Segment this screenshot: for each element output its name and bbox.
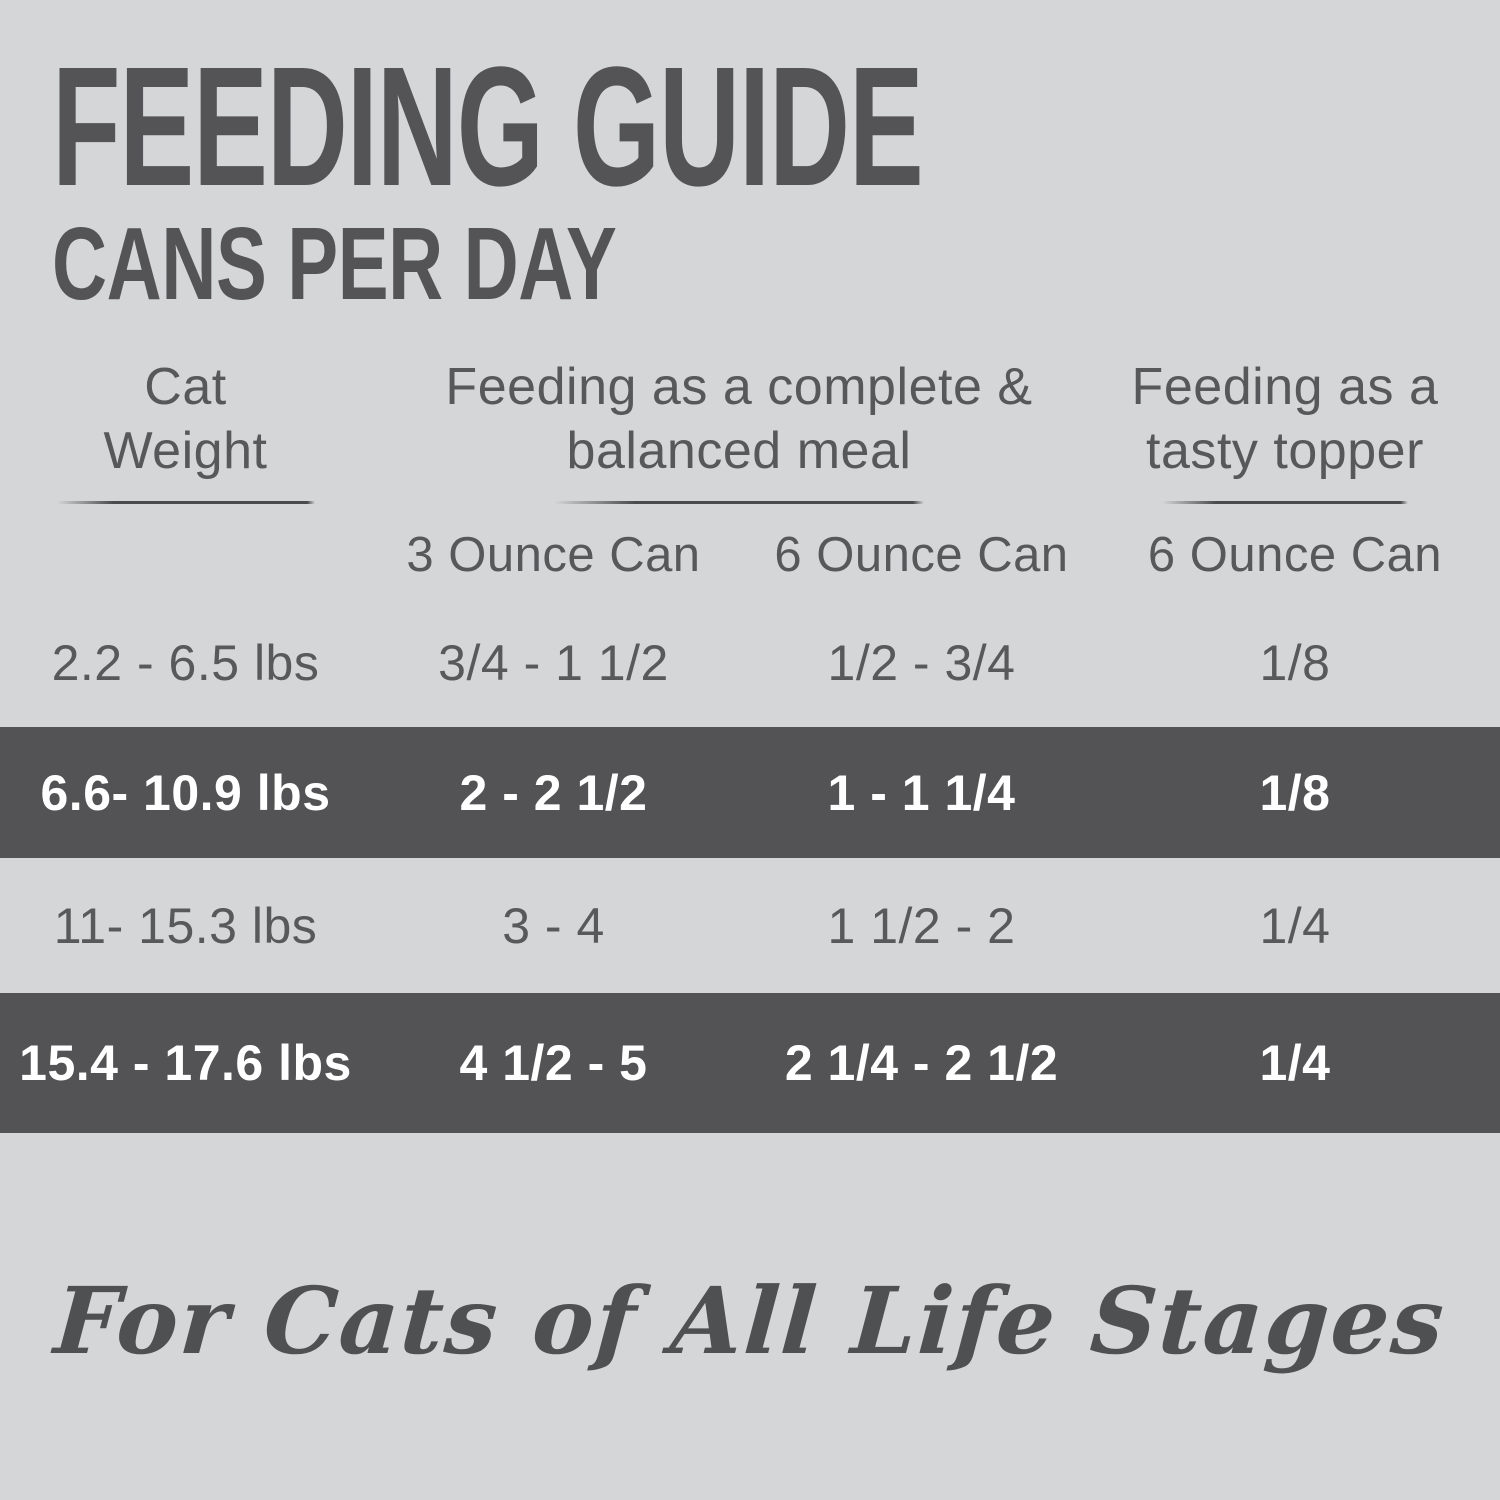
table-row: 11- 15.3 lbs 3 - 4 1 1/2 - 2 1/4 xyxy=(0,858,1500,993)
cell-6oz-cans-meal: 1 - 1 1/4 xyxy=(827,764,1016,821)
cell-cat-weight: 6.6- 10.9 lbs xyxy=(40,764,331,821)
cell-cat-weight: 11- 15.3 lbs xyxy=(53,897,318,954)
column-group-tasty-topper: Feeding as a tasty topper xyxy=(1090,355,1480,504)
cell-3oz-cans: 3/4 - 1 1/2 xyxy=(438,634,669,691)
can-size-header-row: 3 Ounce Can 6 Ounce Can 6 Ounce Can xyxy=(0,528,1500,582)
header-underline xyxy=(1162,501,1408,504)
cell-6oz-cans-topper: 1/4 xyxy=(1259,1035,1331,1091)
column-group-label-line: tasty topper xyxy=(1146,422,1424,480)
header-underline xyxy=(56,501,315,504)
table-row-highlighted: 15.4 - 17.6 lbs 4 1/2 - 5 2 1/4 - 2 1/2 … xyxy=(0,993,1500,1133)
column-group-complete-meal: Feeding as a complete & balanced meal xyxy=(371,355,1107,504)
column-group-label-line: Feeding as a complete & xyxy=(445,358,1033,416)
table-row: 2.2 - 6.5 lbs 3/4 - 1 1/2 1/2 - 3/4 1/8 xyxy=(0,598,1500,727)
column-group-label-line: Weight xyxy=(103,422,268,480)
cell-6oz-cans-meal: 1 1/2 - 2 xyxy=(827,897,1016,954)
column-group-label-line: Cat xyxy=(144,358,227,416)
cell-6oz-cans-meal: 1/2 - 3/4 xyxy=(827,634,1016,691)
page-subtitle: CANS PER DAY xyxy=(52,206,617,321)
cell-6oz-cans-meal: 2 1/4 - 2 1/2 xyxy=(784,1035,1059,1091)
column-group-label-line: Feeding as a xyxy=(1131,358,1439,416)
cell-3oz-cans: 4 1/2 - 5 xyxy=(459,1035,648,1091)
column-group-label-line: balanced meal xyxy=(566,422,912,480)
subheader-6oz-can-topper: 6 Ounce Can xyxy=(1147,528,1443,582)
page-title: FEEDING GUIDE xyxy=(52,32,924,222)
cell-3oz-cans: 3 - 4 xyxy=(502,897,605,954)
cell-3oz-cans: 2 - 2 1/2 xyxy=(459,764,648,821)
subheader-3oz-can: 3 Ounce Can xyxy=(406,528,701,582)
cell-6oz-cans-topper: 1/8 xyxy=(1259,634,1331,691)
cell-6oz-cans-topper: 1/8 xyxy=(1259,764,1331,821)
header-underline xyxy=(554,501,924,504)
life-stages-tagline: For Cats of All Life Stages xyxy=(51,1267,1449,1375)
cell-cat-weight: 15.4 - 17.6 lbs xyxy=(19,1035,352,1091)
cell-6oz-cans-topper: 1/4 xyxy=(1259,897,1331,954)
column-group-cat-weight: Cat Weight xyxy=(0,355,371,504)
subheader-6oz-can-meal: 6 Ounce Can xyxy=(774,528,1069,582)
cell-cat-weight: 2.2 - 6.5 lbs xyxy=(51,634,320,691)
table-row-highlighted: 6.6- 10.9 lbs 2 - 2 1/2 1 - 1 1/4 1/8 xyxy=(0,727,1500,858)
